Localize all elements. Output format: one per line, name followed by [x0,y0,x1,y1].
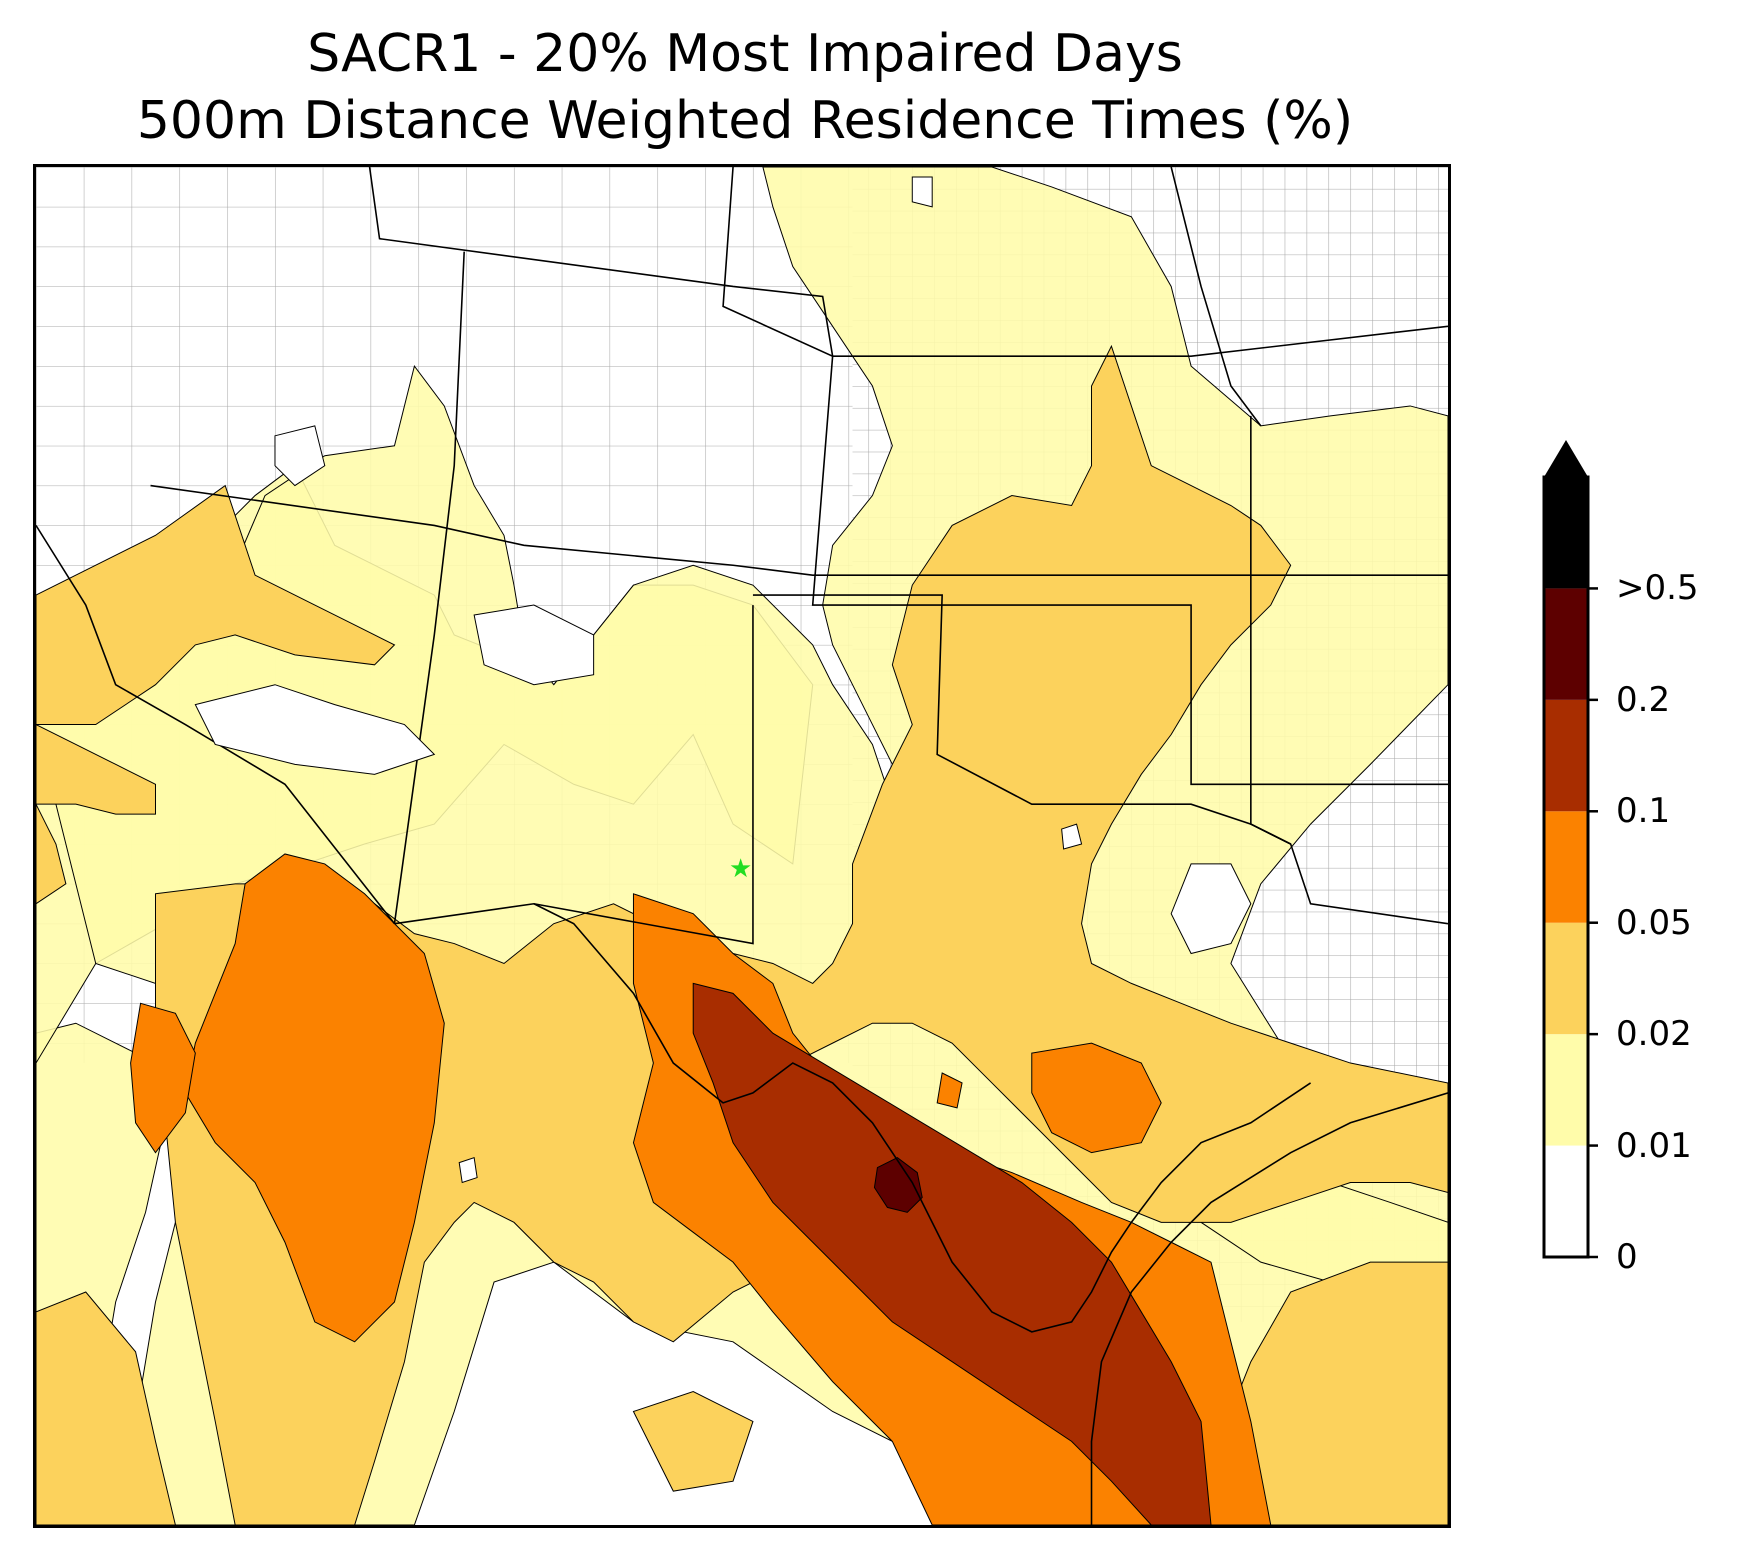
colorbar-label: 0.1 [1616,791,1671,832]
map-title-line1: SACR1 - 20% Most Impaired Days [307,24,1183,84]
colorbar-label: 0.01 [1616,1125,1692,1166]
coastline-and-border [533,167,1448,1525]
colorbar-swatch [1544,699,1588,812]
below-threshold-regions [194,176,1252,1184]
contour-level-0.2 [873,1157,923,1213]
colorbar-swatch [1544,811,1588,923]
colorbar-label: 0.02 [1616,1014,1692,1055]
colorbar-swatch [1544,477,1588,589]
colorbar-label: 0 [1616,1237,1638,1277]
contour-level-0.1 [692,982,1212,1525]
residence-time-map [36,167,1448,1525]
colorbar [1542,440,1598,1259]
map-panel [33,164,1451,1528]
colorbar-label: >0.5 [1616,568,1699,609]
state-borders [36,167,1448,945]
colorbar-extend-arrow-icon [1544,440,1588,477]
colorbar-swatch [1544,1034,1588,1146]
colorbar-swatch [1544,588,1588,700]
colorbar-swatch [1544,922,1588,1035]
map-title-line2: 500m Distance Weighted Residence Times (… [136,91,1354,151]
colorbar-label: 0.2 [1616,679,1671,720]
colorbar-swatch [1544,1145,1588,1257]
contour-level-0.02 [36,344,1448,1525]
colorbar-label: 0.05 [1616,902,1692,943]
site-marker-star-icon: ★ [729,854,753,884]
colorbar-frame [1542,475,1590,1259]
